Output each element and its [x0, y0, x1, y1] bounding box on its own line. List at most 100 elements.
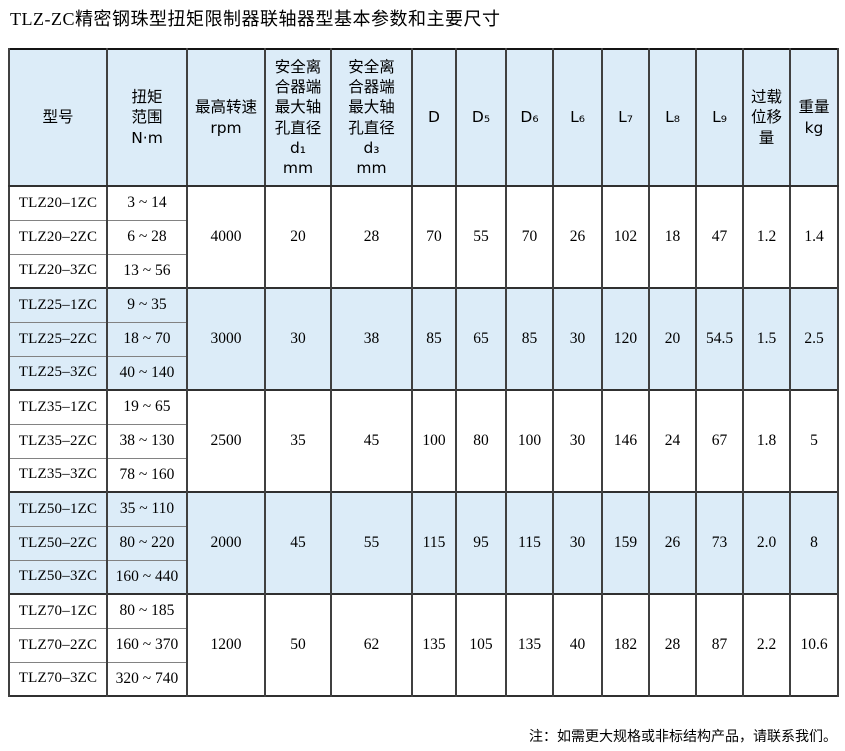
cell-d1: 35 [264, 389, 332, 493]
cell-d3: 62 [330, 593, 413, 697]
table-header-row: 型号 扭矩 范围 N·m 最高转速 rpm 安全离 合器端 最大轴 孔直径 d₁… [8, 49, 839, 187]
col-header-torque-range: 扭矩 范围 N·m [106, 49, 188, 187]
cell-torque-range: 3 ~ 14 [106, 185, 188, 221]
cell-D5: 105 [455, 593, 507, 697]
cell-L6: 26 [552, 185, 603, 289]
cell-model: TLZ20–2ZC [8, 219, 108, 255]
cell-model: TLZ50–3ZC [8, 559, 108, 595]
cell-model: TLZ20–1ZC [8, 185, 108, 221]
table-row: TLZ35–3ZC 78 ~ 160 [8, 457, 838, 493]
table-row: TLZ35–2ZC 38 ~ 130 [8, 423, 838, 459]
cell-model: TLZ20–3ZC [8, 253, 108, 289]
cell-torque-range: 18 ~ 70 [106, 321, 188, 357]
cell-L9: 73 [695, 491, 744, 595]
cell-D: 100 [411, 389, 457, 493]
group-TLZ70: TLZ70–1ZC 80 ~ 185 1200 50 62 135 105 13… [8, 593, 839, 697]
cell-max-speed: 2000 [186, 491, 266, 595]
cell-torque-range: 6 ~ 28 [106, 219, 188, 255]
cell-d1: 45 [264, 491, 332, 595]
table-row: TLZ50–2ZC 80 ~ 220 [8, 525, 838, 561]
table-row: TLZ25–2ZC 18 ~ 70 [8, 321, 838, 357]
cell-model: TLZ25–1ZC [8, 287, 108, 323]
cell-L9: 54.5 [695, 287, 744, 391]
cell-L6: 30 [552, 389, 603, 493]
cell-max-speed: 3000 [186, 287, 266, 391]
cell-model: TLZ50–1ZC [8, 491, 108, 527]
table-row: TLZ20–2ZC 6 ~ 28 [8, 219, 838, 255]
cell-d3: 55 [330, 491, 413, 595]
cell-overload-displacement: 1.8 [742, 389, 791, 493]
cell-torque-range: 35 ~ 110 [106, 491, 188, 527]
cell-D6: 70 [505, 185, 554, 289]
table-row: TLZ25–1ZC 9 ~ 35 3000 30 38 85 65 85 30 … [8, 287, 839, 391]
col-header-model: 型号 [8, 49, 108, 187]
cell-D5: 55 [455, 185, 507, 289]
cell-torque-range: 80 ~ 220 [106, 525, 188, 561]
cell-model: TLZ35–3ZC [8, 457, 108, 493]
table-row: TLZ50–3ZC 160 ~ 440 [8, 559, 838, 595]
cell-L6: 30 [552, 287, 603, 391]
table-row: TLZ70–3ZC 320 ~ 740 [8, 661, 838, 697]
cell-torque-range: 19 ~ 65 [106, 389, 188, 425]
cell-d3: 28 [330, 185, 413, 289]
cell-L7: 159 [601, 491, 650, 595]
cell-d1: 30 [264, 287, 332, 391]
cell-L8: 24 [648, 389, 697, 493]
col-header-d3: 安全离 合器端 最大轴 孔直径 d₃ mm [330, 49, 413, 187]
cell-overload-displacement: 2.0 [742, 491, 791, 595]
cell-max-speed: 2500 [186, 389, 266, 493]
cell-model: TLZ35–1ZC [8, 389, 108, 425]
cell-torque-range: 320 ~ 740 [106, 661, 188, 697]
cell-D6: 85 [505, 287, 554, 391]
cell-D6: 135 [505, 593, 554, 697]
cell-model: TLZ25–2ZC [8, 321, 108, 357]
cell-model: TLZ70–1ZC [8, 593, 108, 629]
cell-L7: 120 [601, 287, 650, 391]
cell-D6: 115 [505, 491, 554, 595]
cell-L6: 30 [552, 491, 603, 595]
cell-model: TLZ35–2ZC [8, 423, 108, 459]
cell-weight: 2.5 [789, 287, 839, 391]
cell-L9: 87 [695, 593, 744, 697]
col-header-L7: L₇ [601, 49, 650, 187]
cell-D5: 65 [455, 287, 507, 391]
cell-D6: 100 [505, 389, 554, 493]
cell-max-speed: 4000 [186, 185, 266, 289]
col-header-L8: L₈ [648, 49, 697, 187]
cell-model: TLZ50–2ZC [8, 525, 108, 561]
footer-note: 注：如需更大规格或非标结构产品，请联系我们。 [529, 730, 837, 745]
col-header-L6: L₆ [552, 49, 603, 187]
cell-torque-range: 80 ~ 185 [106, 593, 188, 629]
cell-d3: 45 [330, 389, 413, 493]
cell-weight: 8 [789, 491, 839, 595]
group-TLZ25: TLZ25–1ZC 9 ~ 35 3000 30 38 85 65 85 30 … [8, 287, 839, 391]
cell-L6: 40 [552, 593, 603, 697]
cell-D: 135 [411, 593, 457, 697]
col-header-D: D [411, 49, 457, 187]
cell-L7: 182 [601, 593, 650, 697]
cell-D: 85 [411, 287, 457, 391]
cell-L8: 20 [648, 287, 697, 391]
cell-max-speed: 1200 [186, 593, 266, 697]
group-TLZ35: TLZ35–1ZC 19 ~ 65 2500 35 45 100 80 100 … [8, 389, 839, 493]
col-header-L9: L₉ [695, 49, 744, 187]
cell-torque-range: 40 ~ 140 [106, 355, 188, 391]
cell-d3: 38 [330, 287, 413, 391]
col-header-d1: 安全离 合器端 最大轴 孔直径 d₁ mm [264, 49, 332, 187]
table-row: TLZ50–1ZC 35 ~ 110 2000 45 55 115 95 115… [8, 491, 839, 595]
cell-L8: 18 [648, 185, 697, 289]
cell-model: TLZ70–3ZC [8, 661, 108, 697]
cell-D5: 80 [455, 389, 507, 493]
group-TLZ20: TLZ20–1ZC 3 ~ 14 4000 20 28 70 55 70 26 … [8, 185, 839, 289]
cell-L7: 102 [601, 185, 650, 289]
group-TLZ50: TLZ50–1ZC 35 ~ 110 2000 45 55 115 95 115… [8, 491, 839, 595]
cell-overload-displacement: 2.2 [742, 593, 791, 697]
table-row: TLZ25–3ZC 40 ~ 140 [8, 355, 838, 391]
cell-model: TLZ25–3ZC [8, 355, 108, 391]
col-header-D6: D₆ [505, 49, 554, 187]
cell-overload-displacement: 1.5 [742, 287, 791, 391]
cell-model: TLZ70–2ZC [8, 627, 108, 663]
cell-D: 115 [411, 491, 457, 595]
cell-weight: 5 [789, 389, 839, 493]
page-title: TLZ-ZC精密钢珠型扭矩限制器联轴器型基本参数和主要尺寸 [10, 9, 501, 29]
